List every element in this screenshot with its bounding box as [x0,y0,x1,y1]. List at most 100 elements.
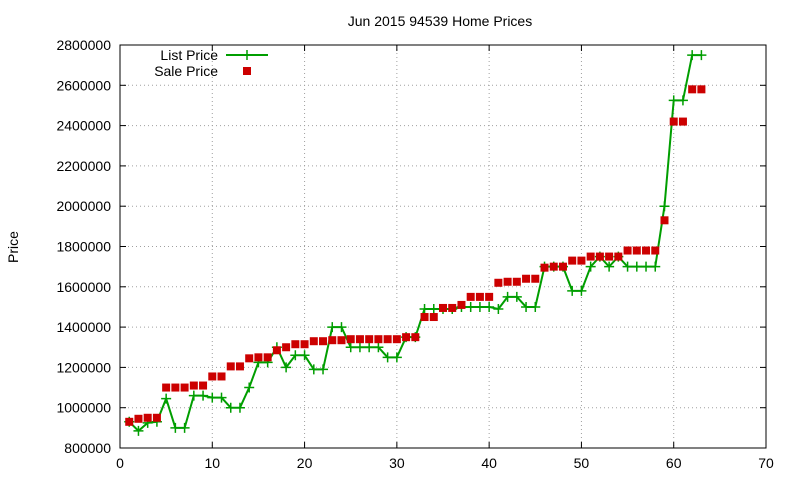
sale-price-point [346,335,355,344]
list-price-point [354,342,365,353]
list-price-point [345,342,356,353]
sale-price-point [466,292,475,301]
sale-price-point [494,278,503,287]
sale-price-point [365,335,374,344]
legend-marker-list-price [226,50,268,60]
sale-price-point [374,335,383,344]
y-tick-label: 1800000 [56,239,111,255]
sale-price-point [688,85,697,94]
legend-plus-list-price [242,50,252,60]
x-tick-label: 0 [116,455,124,471]
list-price-point [641,261,652,272]
list-price-point [493,303,504,314]
sale-price-point [632,246,641,255]
list-price-point [281,362,292,373]
list-price-point [465,301,476,312]
sale-price-point [291,340,300,349]
axis-ticks: 0 10 20 30 40 50 60 70 800000 1000000 1200000 14000… [56,37,774,471]
list-price-point [336,322,347,333]
list-price-point [179,422,190,433]
list-price-point [198,390,209,401]
x-tick-label: 20 [297,455,313,471]
list-price-point [677,95,688,106]
y-tick-label: 2800000 [56,37,111,53]
sale-price-point [235,362,244,371]
list-price-point [188,390,199,401]
sale-price-point [577,256,586,265]
list-price-point [225,402,236,413]
list-price-point [484,301,495,312]
legend-square-sale-price [243,67,251,75]
sale-price-point [217,372,226,381]
list-price-point [382,352,393,363]
sale-price-point [642,246,651,255]
sale-price-point [254,353,263,362]
sale-price-point [420,313,429,322]
sale-price-point [697,85,706,94]
list-price-point [428,303,439,314]
x-tick-label: 10 [204,455,220,471]
x-tick-label: 50 [574,455,590,471]
list-price-point [576,285,587,296]
y-tick-label: 1200000 [56,359,111,375]
sale-price-point [355,335,364,344]
sale-price-point [558,262,567,271]
y-axis-label: Price [5,231,21,263]
sale-price-point [411,333,420,342]
sale-price-point [300,340,309,349]
sale-price-point [531,274,540,283]
list-price-point [650,261,661,272]
sale-price-point [439,303,447,312]
sale-price-point [171,383,180,392]
sale-price-point [586,252,595,261]
sale-price-point [282,343,291,352]
list-price-point [474,301,485,312]
list-price-point [207,392,218,403]
sale-price-point [134,414,143,423]
sale-price-point [568,256,577,265]
list-price-point [373,342,384,353]
list-price-point [327,322,338,333]
list-price-point [318,364,329,375]
y-tick-label: 1000000 [56,400,111,416]
plot-frame [119,44,767,449]
list-price-point [696,50,707,61]
list-price-point [161,393,172,404]
list-price-point [419,303,430,314]
list-price-point [631,261,642,272]
y-tick-label: 2400000 [56,118,111,134]
list-price-point [244,382,255,393]
sale-price-point [226,362,235,371]
sale-price-point [319,337,328,346]
sale-price-point [651,246,660,255]
sale-price-point [328,336,337,345]
sale-price-point [614,252,623,261]
sale-price-point [669,117,678,126]
y-tick-label: 2000000 [56,198,111,214]
list-price-point [299,350,310,361]
list-price-point [391,352,402,363]
sale-price-point [208,372,217,381]
legend-label-sale-price: Sale Price [154,63,218,79]
sale-price-point [272,346,281,355]
list-price-point [308,364,319,375]
y-tick-label: 2600000 [56,77,111,93]
sale-price-point [180,383,189,392]
sale-price-point [540,263,549,272]
sale-price-point [162,383,171,392]
sale-price-point [189,381,198,390]
list-price-point [622,261,633,272]
list-price-point [502,291,513,302]
sale-price-point [429,313,438,322]
list-price-point [170,422,181,433]
sale-price-point [152,413,161,422]
sale-price-point [309,337,318,346]
y-tick-label: 1400000 [56,319,111,335]
list-price-point [364,342,375,353]
x-tick-label: 30 [389,455,405,471]
sale-price-point [263,353,272,362]
sale-price-point [199,381,208,390]
sale-price-point [605,252,614,261]
list-price-point [216,392,227,403]
